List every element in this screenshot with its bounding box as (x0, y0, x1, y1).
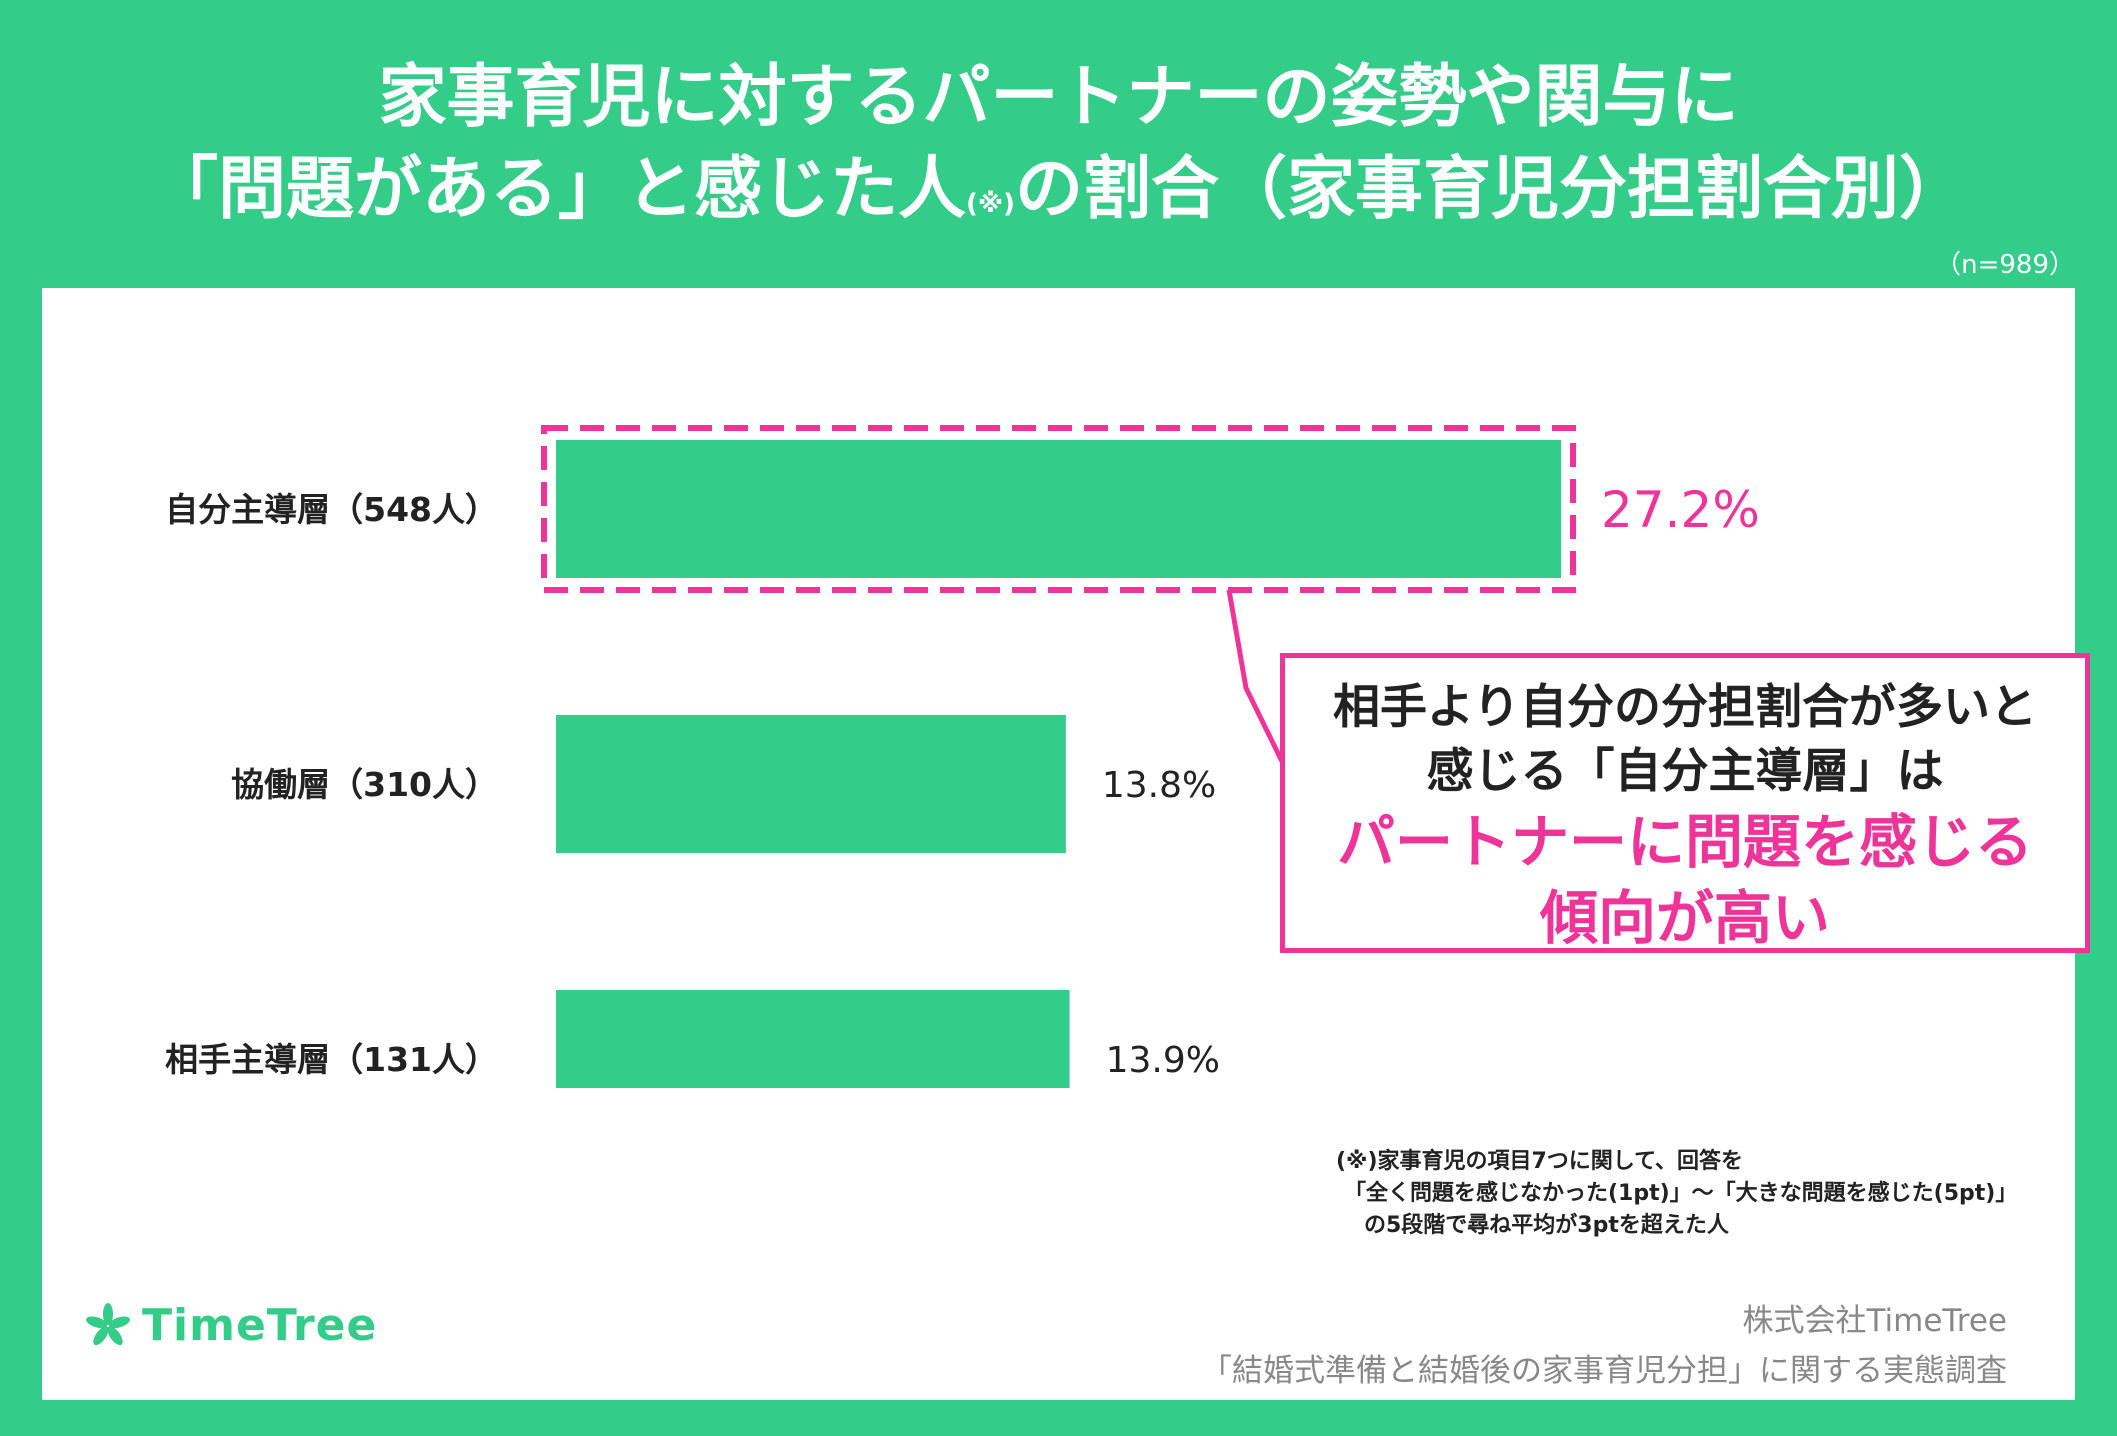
footnote-line-2: 「全く問題を感じなかった(1pt)」～「大きな問題を感じた(5pt)」 (1344, 1181, 2018, 1206)
callout-line-2: 感じる「自分主導層」は (1426, 744, 1944, 799)
category-label: 相手主導層（131人） (165, 1040, 498, 1079)
logo-text: TimeTree (142, 1300, 378, 1351)
value-label: 13.8% (1102, 765, 1216, 806)
chart-panel: 自分主導層（548人） 27.2% 協働層（310人） 13.8% 相手主導層（131人… (42, 288, 2090, 1400)
leaf-clover-icon (86, 1302, 130, 1345)
title-line-1: 家事育児に対するパートナーの姿勢や関与に (378, 58, 1739, 137)
timetree-logo: TimeTree (84, 1300, 377, 1351)
source-credit: 株式会社TimeTree 「結婚式準備と結婚後の家事育児分担」に関する実態調査 (1201, 1296, 2007, 1396)
bar-chart: 自分主導層（548人） 27.2% 協働層（310人） 13.8% 相手主導層（131人… (165, 425, 1760, 1088)
bar (556, 440, 1561, 578)
category-label: 協働層（310人） (231, 765, 498, 804)
callout-pointer (1226, 589, 1299, 792)
value-label: 27.2% (1601, 481, 1760, 539)
bar (556, 990, 1070, 1088)
highlight-frame (541, 425, 1576, 593)
category-label: 自分主導層（548人） (165, 490, 498, 529)
callout-box: 相手より自分の分担割合が多いと 感じる「自分主導層」は パートナーに問題を感じる… (1280, 653, 2090, 953)
source-survey: 「結婚式準備と結婚後の家事育児分担」に関する実態調査 (1201, 1353, 2007, 1389)
title-line-2: 「問題がある」と感じた人(※)の割合（家事育児分担割合別） (149, 150, 1968, 229)
bar (556, 715, 1066, 853)
source-company: 株式会社TimeTree (1742, 1303, 2007, 1339)
title-note-mark: (※) (965, 189, 1016, 219)
chart-title: 家事育児に対するパートナーの姿勢や関与に 「問題がある」と感じた人(※)の割合（… (0, 52, 2117, 250)
footnote-line-3: の5段階で尋ね平均が3ptを超えた人 (1364, 1213, 1729, 1238)
callout-line-1: 相手より自分の分担割合が多いと (1332, 680, 2038, 735)
callout-line-4: 傾向が高い (1539, 884, 1830, 952)
sample-size: （n=989） (1935, 250, 2075, 280)
callout-line-3: パートナーに問題を感じる (1336, 808, 2033, 876)
value-label: 13.9% (1106, 1040, 1220, 1081)
footnote-line-1: (※)家事育児の項目7つに関して、回答を (1336, 1149, 1744, 1174)
footnote: (※)家事育児の項目7つに関して、回答を 「全く問題を感じなかった(1pt)」～… (1336, 1146, 2017, 1242)
